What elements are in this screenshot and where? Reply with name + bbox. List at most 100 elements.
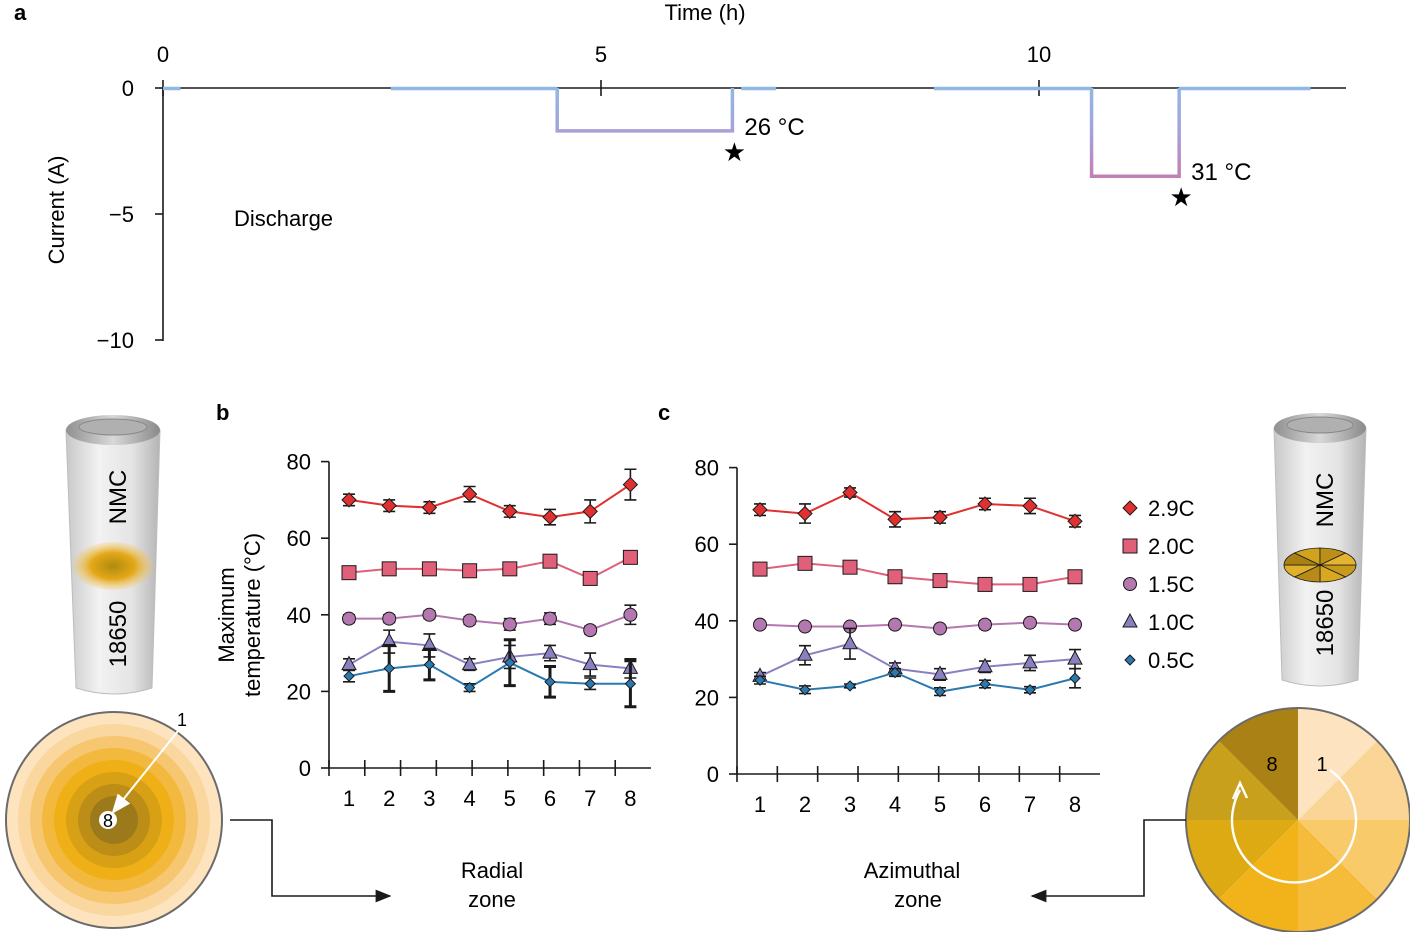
panel-c-series-line-1.0C (759, 642, 1076, 678)
panel-b-y-tick-label: 0 (299, 756, 311, 781)
right-cell-mini-sector (1319, 552, 1357, 566)
panel-b-marker-1.5C (462, 613, 477, 628)
panel-c-marker-1.5C (798, 619, 812, 634)
panel-c-marker-2.9C (797, 505, 813, 522)
radial-zone-start-label: 1 (177, 710, 187, 730)
left-cell-hotspot (73, 542, 153, 590)
panel-c-marker-1.0C (1022, 653, 1038, 669)
panel-a-x-tick-label: 5 (595, 42, 607, 67)
panel-c-x-tick-label: 1 (754, 792, 766, 817)
azimuthal-zone-label-first: 1 (1316, 754, 1327, 776)
panel-b-series-line-0.5C (348, 661, 631, 689)
panel-a-pulse-temperature: 26 °C (744, 114, 804, 141)
panel-c-marker-0.5C (934, 685, 946, 698)
panel-b-marker-2.9C (582, 503, 598, 520)
panel-b-x-tick-label: 1 (343, 786, 355, 811)
panel-c-marker-1.0C (932, 665, 948, 680)
right-cell-cap-top (1286, 416, 1354, 434)
panel-a-y-tick-label: −5 (109, 202, 134, 227)
panel-b-x-tick-label: 7 (584, 786, 596, 811)
panel-b-marker-2.0C (502, 561, 518, 577)
azimuthal-zone-sector-5 (1218, 820, 1298, 932)
radial-zone-arrow (111, 725, 183, 815)
legend: 2.9C 2.0C 1.5C 1.0C 0.5C (1122, 496, 1195, 673)
panel-a-y-axis-title: Current (A) (44, 156, 69, 265)
panel-b-marker-1.0C (461, 655, 478, 671)
panel-a-y-tick-label: 0 (122, 76, 134, 101)
panel-c-marker-0.5C (754, 674, 766, 686)
panel-a-star-marker: ★ (1170, 182, 1193, 212)
panel-c-x-tick-label: 7 (1024, 792, 1036, 817)
panel-b-y-title-line2: temperature (°C) (240, 533, 265, 697)
panel-b-marker-1.5C (502, 617, 517, 632)
left-cell-cap-top (78, 418, 148, 436)
panel-c-marker-0.5C (1024, 684, 1036, 696)
legend-marker-1.0C (1122, 612, 1138, 628)
panel-c: c 0 20 40 60 80 1 2 3 4 5 6 7 8 2.9C 2.0C 1.5C 1.0C 0.5C… (658, 400, 1195, 912)
panel-c-y-tick-label: 40 (695, 609, 719, 634)
panel-c-marker-2.9C (842, 484, 858, 501)
legend-label-0.5C: 0.5C (1148, 648, 1195, 673)
panel-b-y-tick-label: 80 (287, 450, 311, 475)
legend-label-2.0C: 2.0C (1148, 534, 1195, 559)
panel-b-x-tick-label: 2 (383, 786, 395, 811)
legend-label-1.5C: 1.5C (1148, 572, 1195, 597)
right-cell-label-18650: 18650 (1312, 590, 1339, 657)
azimuthal-zone-sector-8 (1218, 708, 1298, 820)
panel-b-marker-0.5C (624, 678, 637, 690)
panel-c-x-tick-label: 8 (1069, 792, 1081, 817)
azimuthal-rotation-arrow (1230, 769, 1358, 884)
panel-c-marker-2.0C (977, 576, 993, 592)
panel-c-x-tick-label: 2 (799, 792, 811, 817)
azimuthal-zone-label-last: 8 (1266, 754, 1277, 776)
azimuthal-zone-sectors (1185, 707, 1410, 932)
panel-c-marker-1.5C (753, 617, 767, 632)
panel-b-marker-2.0C (341, 565, 357, 581)
panel-c-y-tick-label: 0 (707, 762, 719, 787)
panel-c-marker-0.5C (889, 666, 901, 679)
legend-marker-0.5C (1124, 654, 1136, 666)
panel-c-marker-2.9C (1067, 513, 1083, 529)
radial-zone-end-label: 8 (103, 811, 113, 831)
panel-c-series-line-2.9C (759, 491, 1076, 523)
right-cell-label-nmc: NMC (1312, 473, 1339, 528)
panel-b-marker-1.5C (422, 607, 437, 622)
panel-c-marker-2.0C (797, 555, 813, 571)
panel-b-marker-1.5C (623, 607, 638, 622)
panel-a-y-tick-label: −10 (97, 328, 134, 353)
panel-c-marker-1.5C (933, 621, 947, 636)
panel-b-marker-2.0C (421, 561, 437, 577)
panel-c-marker-2.0C (1067, 569, 1083, 585)
azimuthal-connector-arrow (1030, 819, 1186, 903)
legend-label-2.9C: 2.9C (1148, 496, 1195, 521)
panel-c-y-tick-label: 20 (695, 685, 719, 710)
left-cell-label-18650: 18650 (105, 601, 132, 668)
panel-c-marker-2.0C (752, 561, 768, 577)
panel-b-marker-2.9C (421, 499, 438, 516)
panel-b-marker-0.5C (423, 658, 436, 671)
panel-b-marker-2.9C (461, 486, 478, 502)
left-cell-label-nmc: NMC (105, 470, 132, 525)
azimuthal-zone-sector-3 (1298, 820, 1410, 900)
azimuthal-zone-sector-2 (1298, 740, 1410, 820)
panel-b-marker-1.5C (583, 623, 598, 638)
panel-c-marker-0.5C (979, 678, 991, 690)
legend-marker-2.0C (1122, 538, 1138, 554)
panel-b-x-tick-label: 3 (423, 786, 435, 811)
panel-c-marker-2.0C (932, 573, 948, 589)
panel-a-x-tick-label: 10 (1027, 42, 1051, 67)
panel-c-marker-1.0C (842, 634, 858, 650)
panel-b-marker-1.0C (542, 644, 558, 659)
panel-a-pulse-2 (1089, 88, 1181, 178)
panel-c-y-tick-label: 60 (695, 532, 719, 557)
panel-b-letter: b (216, 400, 229, 425)
panel-c-marker-1.0C (1067, 650, 1083, 665)
legend-label-1.0C: 1.0C (1148, 610, 1195, 635)
panel-c-marker-2.9C (932, 509, 948, 526)
panel-c-marker-2.9C (752, 502, 768, 518)
panel-c-y-tick-label: 80 (695, 456, 719, 481)
left-cell-illustration: NMC 18650 1 8 (5, 415, 392, 929)
panel-b-marker-0.5C (504, 656, 516, 669)
panel-b-marker-2.9C (542, 509, 558, 525)
